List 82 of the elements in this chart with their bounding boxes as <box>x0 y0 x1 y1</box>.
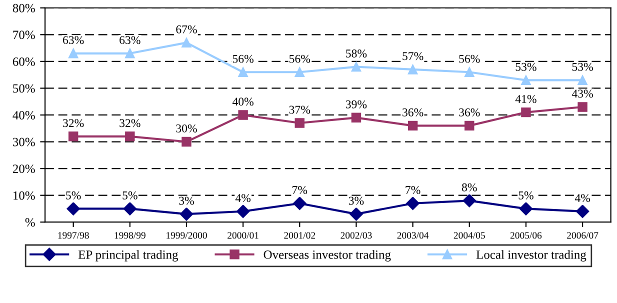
y-tick-label: 40% <box>12 111 35 120</box>
point <box>576 204 590 218</box>
data-label: 63% <box>120 36 140 44</box>
data-label: 56% <box>232 54 254 63</box>
point <box>294 67 305 78</box>
x-tick-label: 2002/03 <box>340 232 372 239</box>
legend-label: Overseas investor trading <box>264 250 391 262</box>
data-label: 7% <box>406 186 420 194</box>
point <box>294 118 305 128</box>
data-label: 56% <box>290 54 310 63</box>
point <box>293 196 306 210</box>
point <box>125 132 135 142</box>
x-tick-label: 1997/98 <box>58 232 89 239</box>
x-tick-label: 1999/2000 <box>166 232 207 239</box>
y-tick-label: % <box>25 218 35 227</box>
point <box>351 62 362 72</box>
data-label: 56% <box>459 54 480 63</box>
point <box>123 202 136 216</box>
data-label: 63% <box>63 36 84 44</box>
data-label: 30% <box>176 124 197 132</box>
x-tick-label: 1998/99 <box>114 232 146 239</box>
data-label: 39% <box>346 100 367 108</box>
y-tick-label: 70% <box>13 30 35 40</box>
point <box>182 136 192 147</box>
point <box>578 102 588 112</box>
point <box>238 67 248 78</box>
y-tick-label: 20% <box>12 164 35 174</box>
data-label: 32% <box>63 119 84 128</box>
y-tick-label: 10% <box>14 191 35 200</box>
data-label: 53% <box>516 62 536 71</box>
point <box>66 202 80 216</box>
data-label: 3% <box>348 196 364 205</box>
data-label: 36% <box>459 108 480 116</box>
x-tick-label: 2004/05 <box>454 232 485 239</box>
x-tick-label: 2006/07 <box>567 232 598 239</box>
y-tick-label: 30% <box>13 138 35 146</box>
point <box>68 48 78 58</box>
data-label: 5% <box>518 191 534 200</box>
point <box>519 202 533 216</box>
point <box>351 112 362 123</box>
point <box>408 120 418 131</box>
data-label: 8% <box>462 183 477 192</box>
point <box>236 204 250 218</box>
data-label: 32% <box>120 119 140 128</box>
data-label: 53% <box>572 62 593 71</box>
point <box>68 132 78 142</box>
point <box>182 38 192 48</box>
data-label: 36% <box>402 108 424 116</box>
data-label: 5% <box>122 191 138 200</box>
point <box>180 207 194 221</box>
y-tick-label: 50% <box>13 84 35 93</box>
data-label: 57% <box>402 52 424 60</box>
data-label: 37% <box>289 106 310 114</box>
x-tick-label: 2005/06 <box>510 232 542 239</box>
data-label: 4% <box>574 194 590 202</box>
x-tick-label: 2001/02 <box>284 232 316 239</box>
point <box>578 75 588 86</box>
data-label: 4% <box>235 194 251 202</box>
data-label: 67% <box>176 25 197 34</box>
point <box>408 64 418 74</box>
point <box>464 67 474 78</box>
x-tick-label: 2000/01 <box>228 232 258 239</box>
point <box>238 110 248 120</box>
point <box>464 120 474 131</box>
x-tick-label: 2003/04 <box>397 232 429 239</box>
point <box>521 107 531 118</box>
data-label: 41% <box>515 95 536 104</box>
data-label: 7% <box>292 186 308 194</box>
data-label: 43% <box>572 90 593 98</box>
data-label: 40% <box>232 98 254 106</box>
point <box>406 196 420 210</box>
point <box>350 207 363 221</box>
y-tick-label: 80% <box>12 4 35 12</box>
point <box>521 75 531 86</box>
point <box>462 194 476 208</box>
point <box>125 48 135 58</box>
data-label: 5% <box>66 191 81 200</box>
legend-label: EP principal trading <box>78 250 178 262</box>
data-label: 3% <box>179 196 194 205</box>
y-tick-label: 60% <box>12 57 35 66</box>
legend-label: Local investor trading <box>476 250 586 262</box>
data-label: 58% <box>346 49 367 58</box>
